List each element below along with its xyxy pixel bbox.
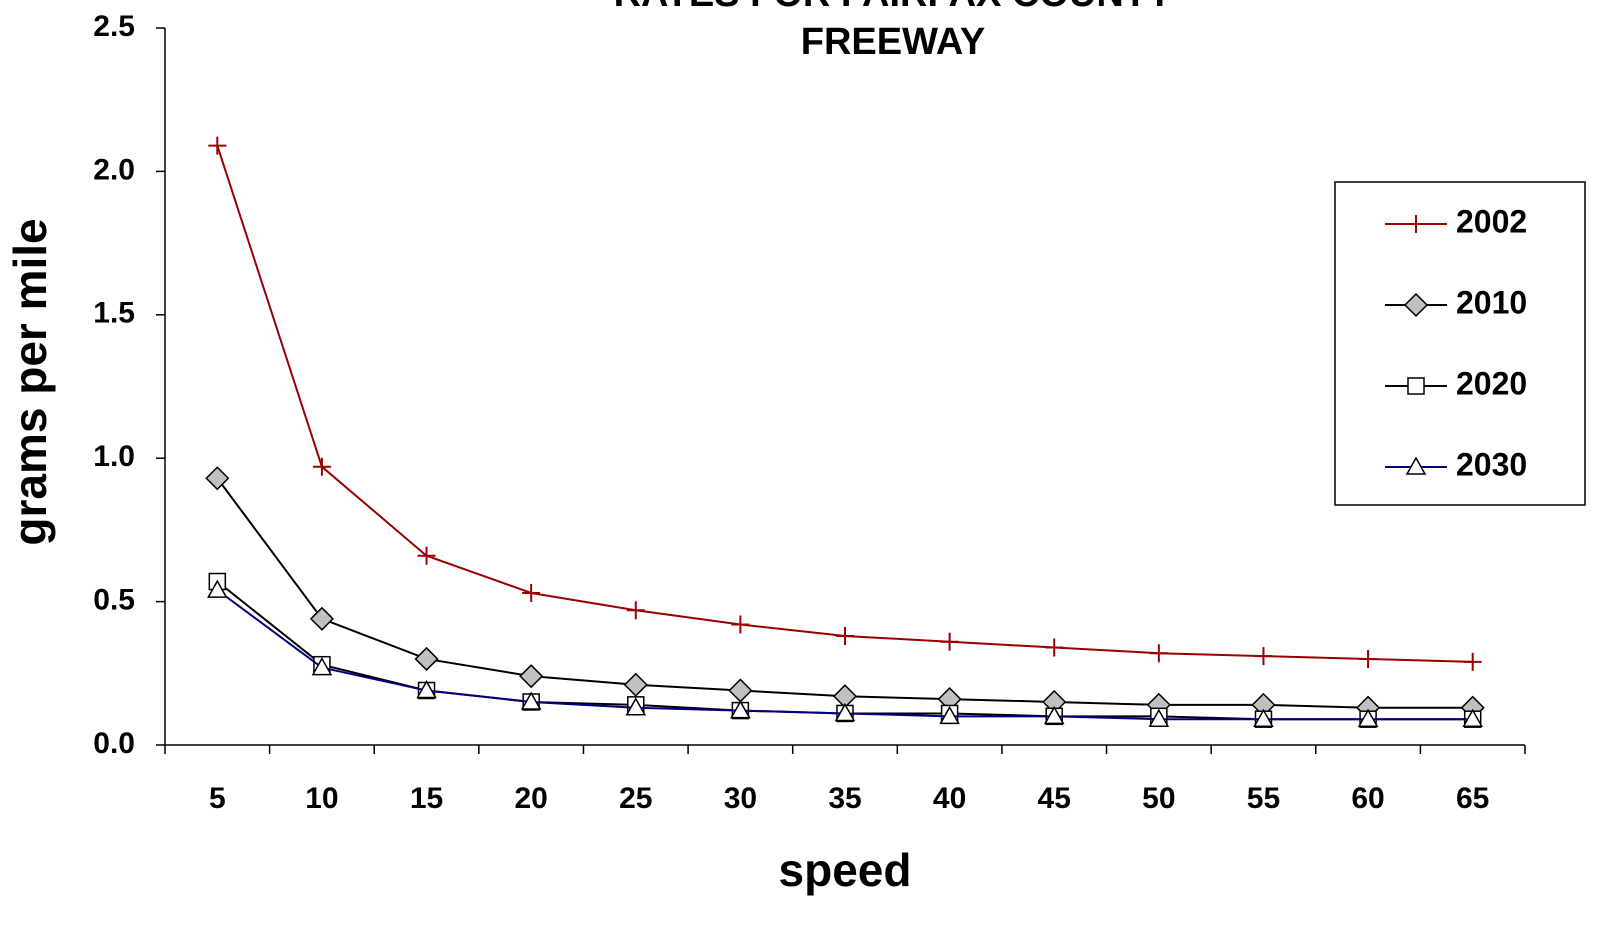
marker xyxy=(1149,644,1168,663)
marker xyxy=(625,697,647,716)
x-tick-label: 50 xyxy=(1142,782,1175,815)
y-axis-title: grams per mile xyxy=(4,218,56,545)
marker xyxy=(312,457,331,476)
marker xyxy=(207,579,228,598)
y-tick-label: 0.5 xyxy=(93,584,135,617)
x-tick-label: 5 xyxy=(209,782,226,815)
x-tick-label: 20 xyxy=(514,782,547,815)
marker xyxy=(522,583,541,602)
x-tick-label: 40 xyxy=(933,782,966,815)
series-line xyxy=(216,145,1473,663)
marker xyxy=(730,700,751,719)
chart-title: RATES FOR FAIRFAX COUNTY xyxy=(614,0,1173,15)
y-tick-label: 0.0 xyxy=(93,727,135,760)
legend-marker xyxy=(1407,377,1425,395)
marker xyxy=(1359,649,1378,668)
y-tick-label: 1.0 xyxy=(93,440,135,473)
marker xyxy=(836,627,854,646)
legend-label: 2030 xyxy=(1456,446,1527,482)
marker xyxy=(311,657,333,676)
marker xyxy=(623,672,648,697)
marker xyxy=(1148,708,1170,727)
marker xyxy=(1045,638,1064,657)
marker xyxy=(626,601,645,620)
legend-marker xyxy=(1405,456,1427,475)
chart-title: FREEWAY xyxy=(801,21,985,63)
marker xyxy=(728,678,753,703)
x-tick-label: 15 xyxy=(410,782,443,815)
x-tick-label: 55 xyxy=(1247,782,1280,815)
marker xyxy=(1254,647,1273,666)
x-tick-label: 60 xyxy=(1351,782,1384,815)
legend-label: 2002 xyxy=(1456,203,1527,239)
marker xyxy=(417,546,436,565)
x-axis-title: speed xyxy=(779,844,912,896)
series-line xyxy=(216,477,1473,709)
marker xyxy=(519,664,544,689)
marker xyxy=(309,606,334,631)
y-tick-label: 1.5 xyxy=(93,297,135,330)
marker xyxy=(416,679,437,699)
marker xyxy=(1043,705,1065,725)
marker xyxy=(1463,652,1482,671)
legend-marker xyxy=(1403,292,1429,318)
marker xyxy=(939,705,960,725)
x-tick-label: 25 xyxy=(619,782,652,815)
marker xyxy=(208,136,227,155)
y-tick-label: 2.0 xyxy=(93,153,135,186)
x-tick-label: 30 xyxy=(724,782,757,815)
marker xyxy=(1357,708,1379,727)
marker xyxy=(205,466,230,491)
marker xyxy=(1462,708,1483,727)
x-tick-label: 10 xyxy=(305,782,338,815)
x-tick-label: 45 xyxy=(1038,782,1071,815)
marker xyxy=(1253,708,1274,727)
marker xyxy=(414,646,439,672)
legend-marker xyxy=(1407,215,1425,233)
marker xyxy=(731,615,750,634)
x-tick-label: 65 xyxy=(1456,782,1489,815)
marker xyxy=(520,691,542,710)
marker xyxy=(940,632,959,651)
legend-box xyxy=(1334,181,1586,506)
y-tick-label: 2.5 xyxy=(93,10,135,43)
x-tick-label: 35 xyxy=(828,782,861,815)
marker xyxy=(834,702,856,722)
legend-label: 2020 xyxy=(1456,365,1527,401)
legend-label: 2010 xyxy=(1456,284,1527,320)
